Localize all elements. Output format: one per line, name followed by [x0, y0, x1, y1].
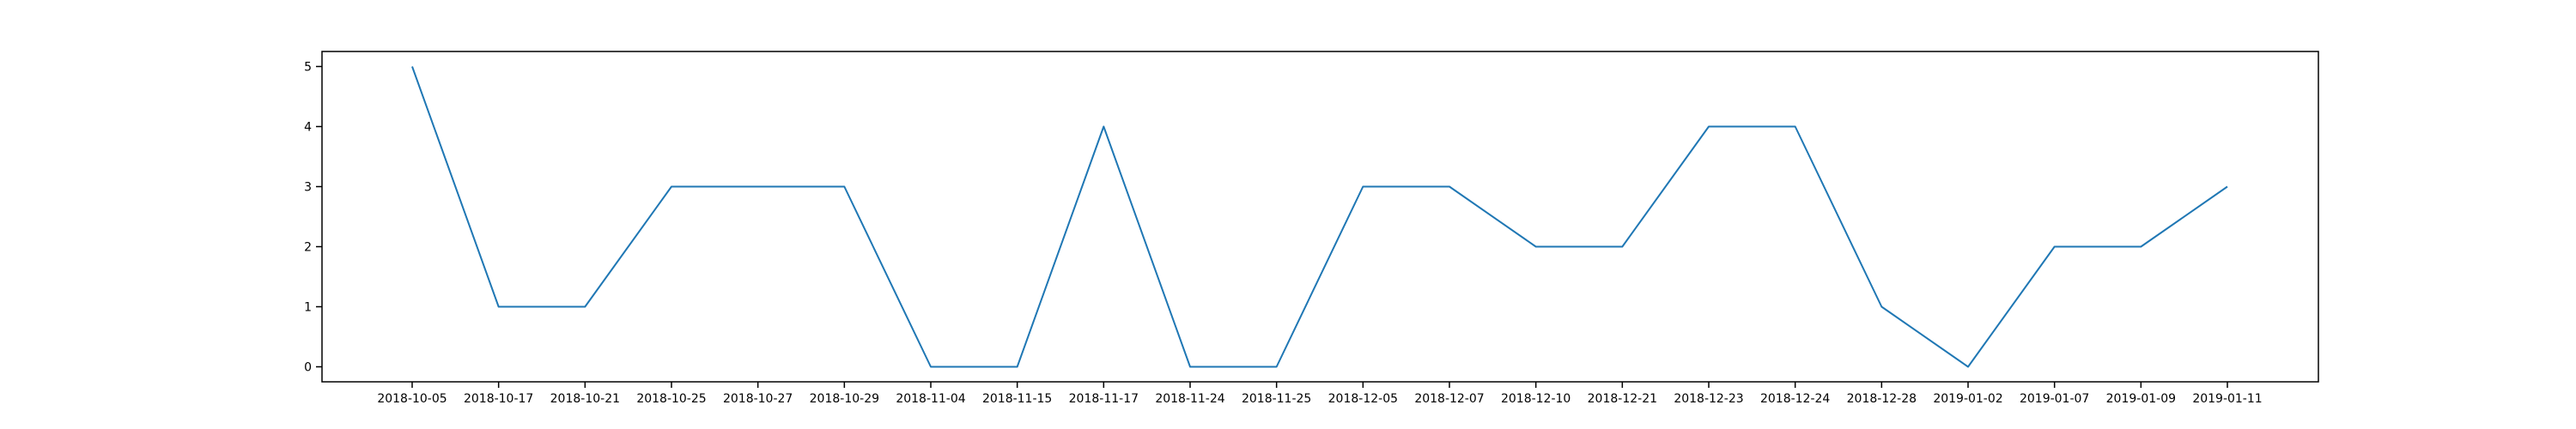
y-tick-label: 5	[304, 61, 312, 75]
x-tick-label: 2018-12-23	[1674, 392, 1743, 406]
y-axis-ticks: 0 1 2 3 4 5	[304, 61, 322, 375]
x-tick-label: 2018-12-28	[1847, 392, 1917, 406]
y-tick-label: 4	[304, 121, 312, 135]
x-tick-label: 2018-12-21	[1588, 392, 1657, 406]
x-tick-label: 2018-12-24	[1760, 392, 1830, 406]
y-tick-label: 0	[304, 361, 312, 375]
x-tick-label: 2018-10-05	[377, 392, 447, 406]
x-axis-ticks: 2018-10-05 2018-10-17 2018-10-21 2018-10-25…	[377, 382, 2263, 406]
plot-area-background	[322, 51, 2318, 382]
x-tick-label: 2018-11-15	[982, 392, 1052, 406]
y-tick-label: 1	[304, 301, 312, 315]
x-tick-label: 2018-11-17	[1069, 392, 1139, 406]
axes-frame	[321, 51, 2319, 383]
x-tick-label: 2019-01-02	[1933, 392, 2002, 406]
x-tick-label: 2018-10-21	[550, 392, 620, 406]
x-tick-label: 2019-01-11	[2192, 392, 2262, 406]
x-tick-label: 2018-11-24	[1155, 392, 1224, 406]
x-tick-label: 2018-10-27	[723, 392, 793, 406]
y-tick-label: 2	[304, 241, 312, 255]
x-tick-label: 2018-10-17	[464, 392, 533, 406]
x-tick-label: 2018-11-04	[896, 392, 965, 406]
y-tick-label: 3	[304, 181, 312, 195]
x-tick-label: 2018-11-25	[1242, 392, 1311, 406]
x-tick-label: 2018-10-29	[810, 392, 879, 406]
x-tick-label: 2018-10-25	[636, 392, 706, 406]
x-tick-label: 2019-01-07	[2020, 392, 2089, 406]
x-tick-label: 2018-12-05	[1328, 392, 1398, 406]
x-tick-label: 2018-12-10	[1501, 392, 1571, 406]
series-line	[411, 66, 2228, 368]
x-tick-label: 2018-12-07	[1414, 392, 1484, 406]
x-tick-label: 2019-01-09	[2106, 392, 2176, 406]
